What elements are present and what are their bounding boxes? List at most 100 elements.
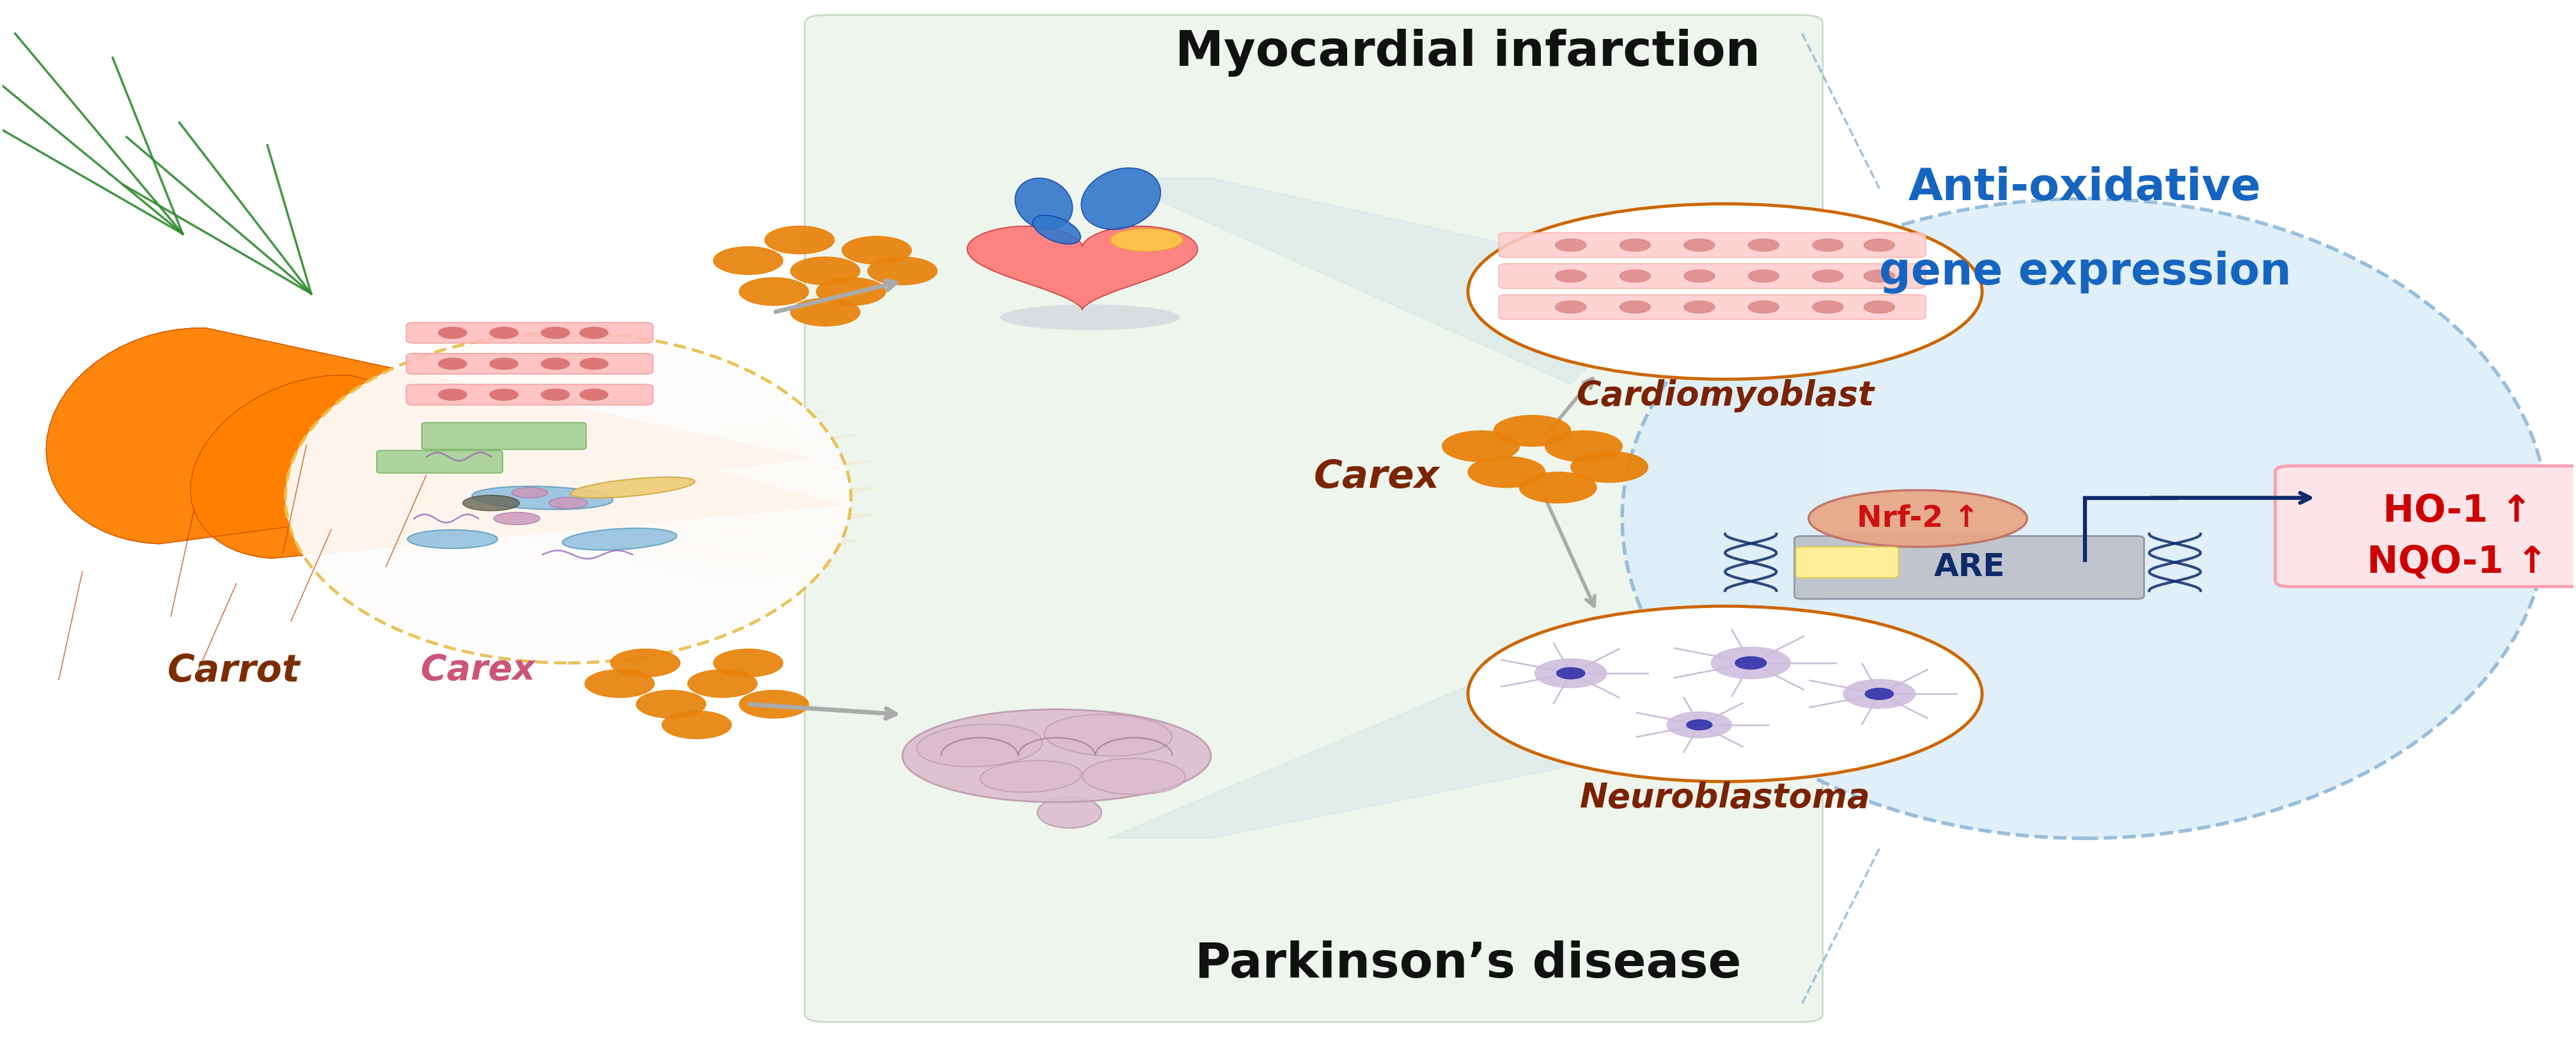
- Circle shape: [1865, 689, 1893, 700]
- Ellipse shape: [562, 528, 677, 550]
- FancyBboxPatch shape: [407, 323, 652, 343]
- Ellipse shape: [495, 512, 541, 525]
- Ellipse shape: [1033, 216, 1079, 244]
- Text: HO-1 ↑: HO-1 ↑: [2383, 493, 2532, 529]
- Circle shape: [636, 691, 706, 719]
- Circle shape: [580, 327, 608, 338]
- Circle shape: [714, 247, 783, 275]
- Circle shape: [489, 327, 518, 338]
- Polygon shape: [191, 375, 842, 558]
- Ellipse shape: [999, 305, 1180, 330]
- FancyBboxPatch shape: [804, 16, 1821, 1021]
- Text: gene expression: gene expression: [1878, 250, 2290, 293]
- Circle shape: [817, 278, 886, 306]
- Circle shape: [1620, 239, 1651, 251]
- Circle shape: [489, 389, 518, 400]
- Ellipse shape: [1468, 607, 1981, 782]
- Ellipse shape: [1043, 714, 1172, 756]
- Circle shape: [1556, 668, 1584, 679]
- Polygon shape: [363, 460, 871, 498]
- Circle shape: [714, 649, 783, 677]
- Text: Nrf-2 ↑: Nrf-2 ↑: [1857, 504, 1978, 533]
- Text: Carex: Carex: [420, 652, 536, 688]
- Circle shape: [1443, 430, 1520, 461]
- Polygon shape: [46, 328, 809, 543]
- Ellipse shape: [1015, 178, 1072, 229]
- Circle shape: [1811, 270, 1842, 282]
- Ellipse shape: [917, 724, 1043, 766]
- Circle shape: [1556, 270, 1587, 282]
- Circle shape: [1811, 301, 1842, 313]
- Circle shape: [1685, 270, 1713, 282]
- FancyBboxPatch shape: [2275, 466, 2576, 587]
- FancyBboxPatch shape: [422, 422, 587, 449]
- Polygon shape: [363, 409, 832, 498]
- Ellipse shape: [513, 487, 549, 498]
- Circle shape: [1734, 656, 1767, 669]
- Polygon shape: [363, 435, 858, 498]
- Ellipse shape: [979, 760, 1082, 792]
- Circle shape: [489, 358, 518, 369]
- Ellipse shape: [286, 333, 850, 663]
- Circle shape: [1862, 239, 1893, 251]
- Circle shape: [1685, 239, 1713, 251]
- Circle shape: [662, 711, 732, 738]
- Circle shape: [1687, 720, 1710, 730]
- Text: NQO-1 ↑: NQO-1 ↑: [2367, 544, 2548, 581]
- Ellipse shape: [1038, 797, 1103, 828]
- Circle shape: [438, 389, 466, 400]
- Text: Cardiomyoblast: Cardiomyoblast: [1577, 380, 1873, 413]
- Text: Carex: Carex: [1314, 458, 1440, 496]
- Ellipse shape: [1468, 204, 1981, 380]
- Polygon shape: [363, 419, 824, 577]
- Text: Myocardial infarction: Myocardial infarction: [1175, 28, 1759, 77]
- FancyBboxPatch shape: [1499, 295, 1924, 319]
- FancyBboxPatch shape: [376, 450, 502, 473]
- Text: ARE: ARE: [1932, 552, 2004, 583]
- Circle shape: [611, 649, 680, 677]
- Circle shape: [580, 389, 608, 400]
- Text: Neuroblastoma: Neuroblastoma: [1579, 782, 1870, 815]
- Circle shape: [765, 226, 835, 254]
- Circle shape: [580, 358, 608, 369]
- Circle shape: [1535, 658, 1607, 688]
- Ellipse shape: [1082, 758, 1185, 794]
- Circle shape: [1546, 430, 1623, 461]
- Ellipse shape: [1082, 168, 1159, 229]
- FancyBboxPatch shape: [1499, 232, 1924, 257]
- FancyBboxPatch shape: [1793, 536, 2143, 599]
- Circle shape: [1747, 239, 1777, 251]
- Circle shape: [1620, 301, 1651, 313]
- Ellipse shape: [1110, 228, 1182, 251]
- FancyBboxPatch shape: [1499, 263, 1924, 288]
- Circle shape: [1556, 301, 1587, 313]
- Circle shape: [585, 670, 654, 698]
- Ellipse shape: [549, 498, 587, 509]
- Circle shape: [541, 358, 569, 369]
- Circle shape: [1862, 301, 1893, 313]
- Ellipse shape: [569, 477, 696, 498]
- Circle shape: [1842, 679, 1914, 708]
- Text: Carrot: Carrot: [167, 652, 301, 689]
- Circle shape: [739, 278, 809, 306]
- Circle shape: [1468, 456, 1546, 487]
- Circle shape: [1620, 270, 1651, 282]
- Ellipse shape: [471, 486, 613, 509]
- Circle shape: [438, 327, 466, 338]
- Circle shape: [791, 299, 860, 326]
- Circle shape: [1667, 711, 1731, 738]
- Polygon shape: [363, 487, 876, 508]
- Circle shape: [1520, 472, 1597, 503]
- Circle shape: [1685, 301, 1713, 313]
- Circle shape: [842, 236, 912, 264]
- Text: Anti-oxidative: Anti-oxidative: [1909, 166, 2262, 209]
- Ellipse shape: [464, 496, 520, 511]
- Polygon shape: [966, 226, 1198, 310]
- Circle shape: [1571, 451, 1649, 482]
- Circle shape: [1811, 239, 1842, 251]
- Circle shape: [868, 257, 938, 285]
- Ellipse shape: [1808, 491, 2027, 546]
- Polygon shape: [363, 498, 858, 561]
- Polygon shape: [363, 498, 871, 535]
- Ellipse shape: [1623, 199, 2548, 838]
